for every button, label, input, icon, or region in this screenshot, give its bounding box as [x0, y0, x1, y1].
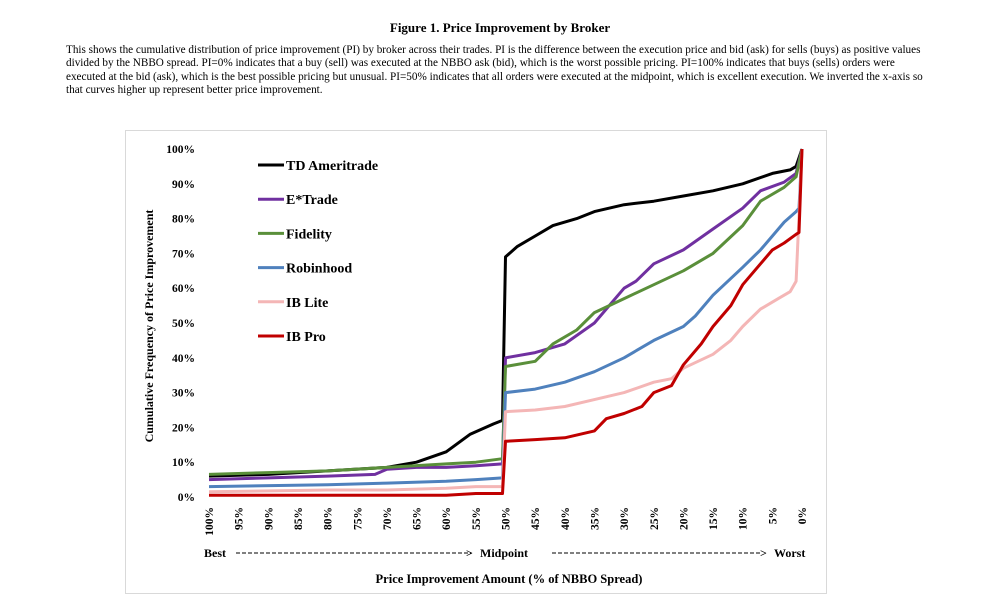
x-tick-label: 85% — [293, 507, 305, 530]
x-tick-label: 15% — [708, 507, 720, 530]
series-line-ib-lite — [208, 148, 804, 494]
legend: TD Ameritrade E*Trade Fidelity Robinhood IB … — [258, 159, 378, 345]
x-tick-label: 5% — [767, 507, 779, 524]
x-tick-label: 60% — [441, 507, 453, 530]
legend-label-ib-lite: IB Lite — [286, 296, 328, 311]
chart-frame: TD Ameritrade E*Trade Fidelity Robinhood IB … — [125, 130, 827, 594]
x-tick-label: 95% — [234, 507, 246, 530]
price-improvement-chart: TD Ameritrade E*Trade Fidelity Robinhood IB … — [142, 144, 809, 586]
x-tick-label: 40% — [560, 507, 572, 530]
x-tick-label: 10% — [738, 507, 750, 530]
figure-title: Figure 1. Price Improvement by Broker — [389, 20, 611, 35]
figure-description: This shows the cumulative distribution o… — [66, 44, 923, 97]
x-tick-label: 100% — [204, 507, 216, 536]
series-line-td-ameritrade — [208, 148, 804, 478]
y-tick-label: 100% — [166, 144, 195, 156]
x-tick-label: 90% — [263, 507, 275, 530]
legend-label-robinhood: Robinhood — [286, 262, 352, 277]
legend-label-ib-pro: IB Pro — [286, 330, 326, 345]
y-tick-label: 20% — [172, 422, 195, 434]
y-tick-label: 60% — [172, 283, 195, 295]
x-tick-label: 35% — [589, 507, 601, 530]
y-axis-label: Cumulative Frequency of Price Improvemen… — [142, 210, 156, 443]
y-tick-label: 10% — [172, 457, 195, 469]
legend-label-td-ameritrade: TD Ameritrade — [286, 159, 378, 174]
x-axis-label: Price Improvement Amount (% of NBBO Spre… — [376, 572, 643, 586]
x-tick-label: 45% — [530, 507, 542, 530]
y-tick-labels: 0% 10% 20% 30% 40% 50% 60% 70% 80% 90% 100% — [166, 144, 195, 504]
legend-label-e-trade: E*Trade — [286, 193, 338, 208]
series-line-robinhood — [208, 148, 804, 489]
y-tick-label: 30% — [172, 388, 195, 400]
x-tick-label: 20% — [678, 507, 690, 530]
y-tick-label: 50% — [172, 318, 195, 330]
series-line-e-trade — [208, 148, 804, 482]
x-annotation-best: Best — [204, 546, 226, 560]
x-tick-label: 80% — [323, 507, 335, 530]
x-tick-label: 55% — [471, 507, 483, 530]
x-tick-label: 30% — [619, 507, 631, 530]
x-tick-label: 75% — [352, 507, 364, 530]
x-annotation-worst: Worst — [774, 546, 805, 560]
x-tick-label: 50% — [501, 507, 513, 530]
x-tick-label: 25% — [649, 507, 661, 530]
x-tick-label: 70% — [382, 507, 394, 530]
x-tick-label: 65% — [412, 507, 424, 530]
y-tick-label: 80% — [172, 214, 195, 226]
legend-label-fidelity: Fidelity — [286, 227, 332, 242]
x-annotation-arrow-left: > — [466, 546, 473, 560]
x-tick-labels: 100% 95% 90% 85% 80% 75% 70% 65% 60% 55% 50% 45% 40%… — [204, 507, 809, 536]
y-tick-label: 90% — [172, 179, 195, 191]
y-tick-label: 0% — [178, 492, 195, 504]
series-line-ib-pro — [209, 148, 804, 497]
x-tick-label: 0% — [797, 507, 809, 524]
series-lines — [208, 148, 804, 497]
y-tick-label: 40% — [172, 353, 195, 365]
series-line-fidelity — [208, 148, 804, 476]
x-annotation-midpoint: Midpoint — [480, 546, 528, 560]
y-tick-label: 70% — [172, 248, 195, 260]
x-annotation-arrow-right: > — [760, 546, 767, 560]
